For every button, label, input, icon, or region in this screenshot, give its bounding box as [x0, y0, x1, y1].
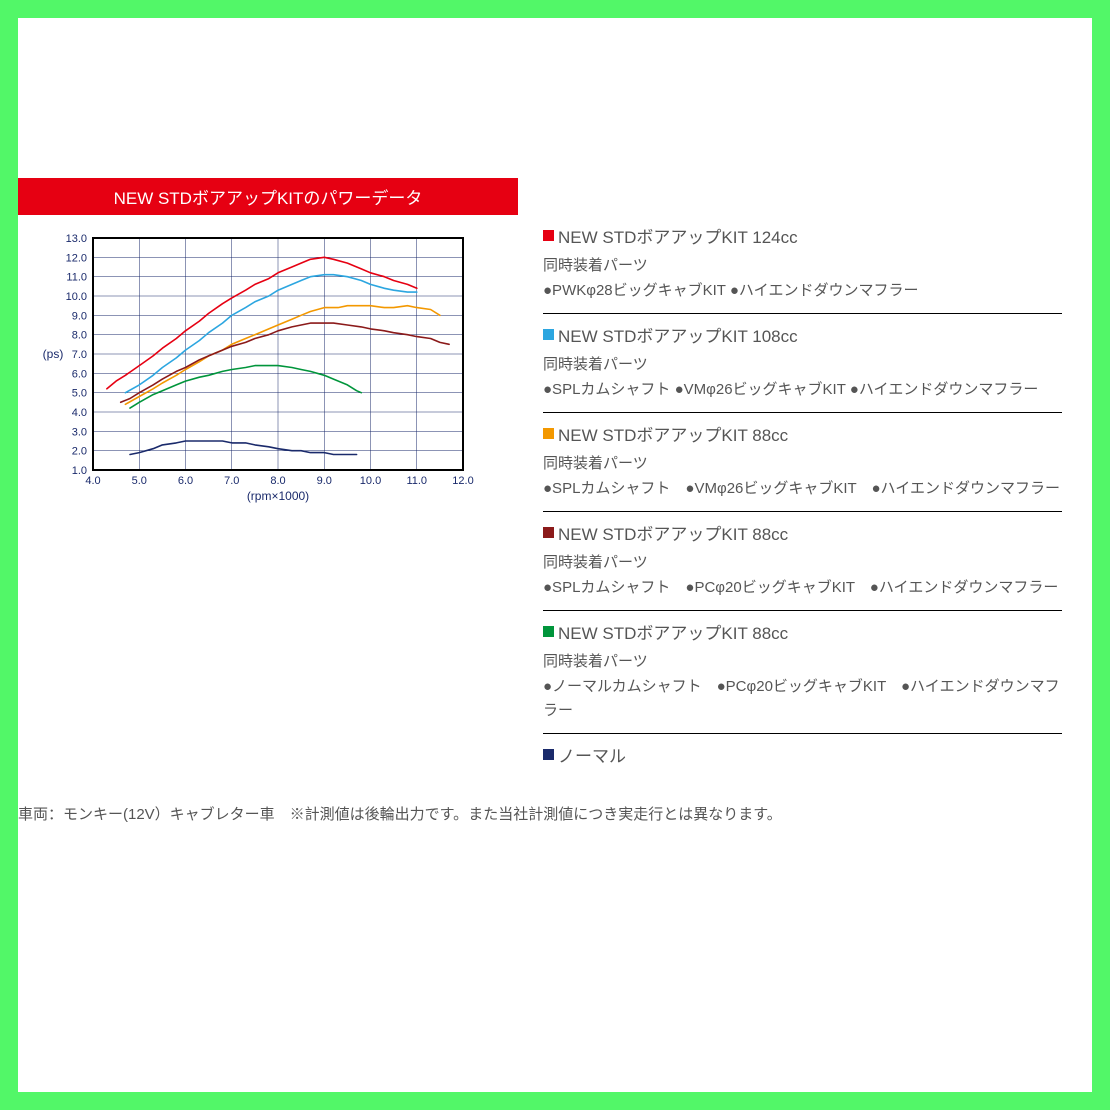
legend-title: NEW STDボアアップKIT 88cc — [558, 520, 788, 545]
legend-heading: NEW STDボアアップKIT 108cc — [543, 322, 1062, 347]
legend-column: NEW STDボアアップKIT 124cc 同時装着パーツ ●PWKφ28ビッグキャ… — [518, 215, 1092, 783]
legend-subheading: 同時装着パーツ — [543, 650, 1062, 671]
legend-block: ノーマル — [543, 734, 1062, 783]
chart-title-bar: NEW STDボアアップKITのパワーデータ — [18, 178, 518, 215]
legend-swatch — [543, 329, 554, 340]
svg-text:12.0: 12.0 — [452, 475, 473, 487]
svg-text:8.0: 8.0 — [270, 475, 285, 487]
svg-text:11.0: 11.0 — [406, 475, 427, 487]
legend-block: NEW STDボアアップKIT 124cc 同時装着パーツ ●PWKφ28ビッグキャ… — [543, 215, 1062, 314]
legend-title: NEW STDボアアップKIT 88cc — [558, 619, 788, 644]
legend-subheading: 同時装着パーツ — [543, 551, 1062, 572]
legend-heading: ノーマル — [543, 742, 1062, 767]
legend-parts: ●SPLカムシャフト ●PCφ20ビッグキャブKIT ●ハイエンドダウンマフラー — [543, 576, 1062, 600]
legend-swatch — [543, 749, 554, 760]
svg-text:3.0: 3.0 — [72, 426, 87, 438]
svg-text:5.0: 5.0 — [132, 475, 147, 487]
svg-text:4.0: 4.0 — [72, 407, 87, 419]
svg-text:(rpm×1000): (rpm×1000) — [247, 489, 309, 503]
legend-swatch — [543, 428, 554, 439]
legend-heading: NEW STDボアアップKIT 88cc — [543, 619, 1062, 644]
svg-text:7.0: 7.0 — [224, 475, 239, 487]
svg-text:4.0: 4.0 — [85, 475, 100, 487]
svg-text:6.0: 6.0 — [72, 368, 87, 380]
legend-title: NEW STDボアアップKIT 108cc — [558, 322, 798, 347]
legend-block: NEW STDボアアップKIT 88cc 同時装着パーツ ●SPLカムシャフト ●V… — [543, 413, 1062, 512]
svg-text:5.0: 5.0 — [72, 388, 87, 400]
svg-text:10.0: 10.0 — [360, 475, 381, 487]
svg-text:11.0: 11.0 — [66, 272, 87, 284]
svg-text:12.0: 12.0 — [66, 252, 87, 264]
legend-swatch — [543, 527, 554, 538]
power-chart: 4.0 5.0 6.0 7.0 8.0 9.0 10.0 11.0 12.0 1.0 2.0 3.0 4… — [38, 230, 478, 510]
legend-heading: NEW STDボアアップKIT 124cc — [543, 223, 1062, 248]
footnote: 車両：モンキー(12V）キャブレター車 ※計測値は後輪出力です。また当社計測値に… — [18, 783, 1092, 824]
legend-title: NEW STDボアアップKIT 124cc — [558, 223, 798, 248]
svg-text:2.0: 2.0 — [72, 446, 87, 458]
legend-block: NEW STDボアアップKIT 88cc 同時装着パーツ ●SPLカムシャフト ●P… — [543, 512, 1062, 611]
chart-container: 4.0 5.0 6.0 7.0 8.0 9.0 10.0 11.0 12.0 1.0 2.0 3.0 4… — [18, 215, 518, 510]
legend-title: ノーマル — [558, 742, 626, 767]
legend-parts: ●PWKφ28ビッグキャブKIT ●ハイエンドダウンマフラー — [543, 279, 1062, 303]
legend-swatch — [543, 626, 554, 637]
legend-subheading: 同時装着パーツ — [543, 353, 1062, 374]
svg-text:1.0: 1.0 — [72, 465, 87, 477]
legend-block: NEW STDボアアップKIT 108cc 同時装着パーツ ●SPLカムシャフト ●… — [543, 314, 1062, 413]
svg-text:(ps): (ps) — [43, 347, 64, 361]
svg-text:10.0: 10.0 — [66, 291, 87, 303]
svg-text:8.0: 8.0 — [72, 330, 87, 342]
legend-subheading: 同時装着パーツ — [543, 452, 1062, 473]
svg-text:9.0: 9.0 — [72, 310, 87, 322]
legend-parts: ●SPLカムシャフト ●VMφ26ビッグキャブKIT ●ハイエンドダウンマフラー — [543, 378, 1062, 402]
legend-title: NEW STDボアアップKIT 88cc — [558, 421, 788, 446]
legend-parts: ●ノーマルカムシャフト ●PCφ20ビッグキャブKIT ●ハイエンドダウンマフラ… — [543, 675, 1062, 723]
legend-block: NEW STDボアアップKIT 88cc 同時装着パーツ ●ノーマルカムシャフト ●… — [543, 611, 1062, 734]
legend-parts: ●SPLカムシャフト ●VMφ26ビッグキャブKIT ●ハイエンドダウンマフラー — [543, 477, 1062, 501]
svg-text:9.0: 9.0 — [317, 475, 332, 487]
legend-heading: NEW STDボアアップKIT 88cc — [543, 520, 1062, 545]
legend-heading: NEW STDボアアップKIT 88cc — [543, 421, 1062, 446]
svg-text:13.0: 13.0 — [66, 233, 87, 245]
legend-swatch — [543, 230, 554, 241]
legend-subheading: 同時装着パーツ — [543, 254, 1062, 275]
svg-text:7.0: 7.0 — [72, 349, 87, 361]
svg-text:6.0: 6.0 — [178, 475, 193, 487]
